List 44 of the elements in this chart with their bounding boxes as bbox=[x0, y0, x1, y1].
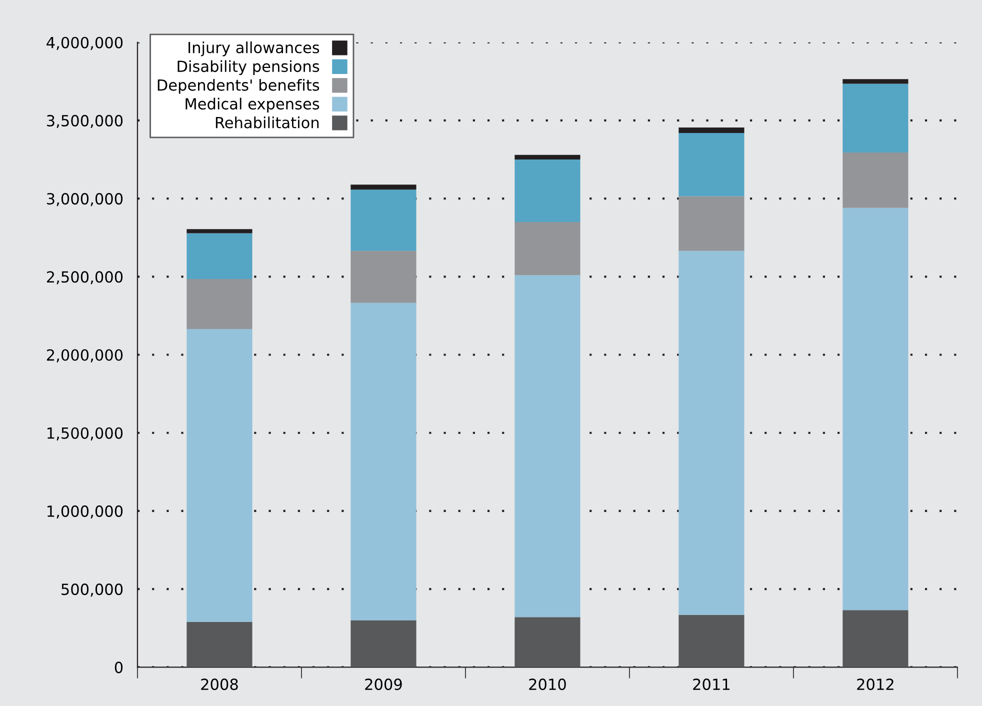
bar bbox=[842, 84, 908, 152]
bar bbox=[842, 79, 908, 84]
bar bbox=[186, 229, 252, 234]
legend-label: Medical expenses bbox=[186, 98, 320, 113]
bar bbox=[514, 275, 580, 618]
y-tick-label: 1,000,000 bbox=[48, 505, 123, 519]
bar bbox=[514, 617, 580, 668]
y-tick-label: 3,000,000 bbox=[47, 193, 123, 206]
bar bbox=[186, 233, 252, 280]
y-tick-label: 1,500,000 bbox=[48, 427, 123, 440]
bar bbox=[186, 328, 252, 622]
y-tick-label: 2,500,000 bbox=[46, 271, 123, 284]
y-tick-label: 2,000,000 bbox=[46, 349, 123, 362]
bar bbox=[350, 302, 416, 620]
bar bbox=[842, 610, 908, 668]
legend-label: Dependents' benefits bbox=[158, 79, 320, 94]
x-tick-label: 2010 bbox=[529, 678, 566, 690]
y-tick-label: 0 bbox=[114, 662, 123, 674]
bar bbox=[514, 154, 580, 160]
legend-label: Disability pensions bbox=[178, 60, 320, 76]
bar bbox=[186, 279, 252, 329]
legend-label: Injury allowances bbox=[188, 41, 320, 56]
bar bbox=[186, 622, 252, 668]
y-tick-label: 3,500,000 bbox=[47, 114, 123, 128]
y-tick-label: 4,000,000 bbox=[46, 36, 123, 50]
bar bbox=[678, 196, 744, 251]
legend-label: Rehabilitation bbox=[216, 116, 319, 128]
bar bbox=[350, 184, 416, 190]
x-tick-label: 2011 bbox=[693, 678, 730, 690]
bar bbox=[842, 152, 908, 208]
bar bbox=[842, 208, 908, 610]
bar bbox=[678, 614, 744, 668]
bar bbox=[514, 222, 580, 276]
bar bbox=[350, 620, 416, 668]
bar bbox=[350, 250, 416, 303]
y-tick-label: 500,000 bbox=[62, 584, 123, 597]
bar bbox=[350, 190, 416, 251]
bar bbox=[514, 160, 580, 222]
x-tick-label: 2009 bbox=[365, 678, 402, 690]
bar bbox=[678, 250, 744, 615]
x-tick-label: 2008 bbox=[201, 678, 238, 690]
x-tick-label: 2012 bbox=[857, 678, 894, 690]
bar bbox=[678, 132, 744, 196]
bar bbox=[678, 127, 744, 133]
